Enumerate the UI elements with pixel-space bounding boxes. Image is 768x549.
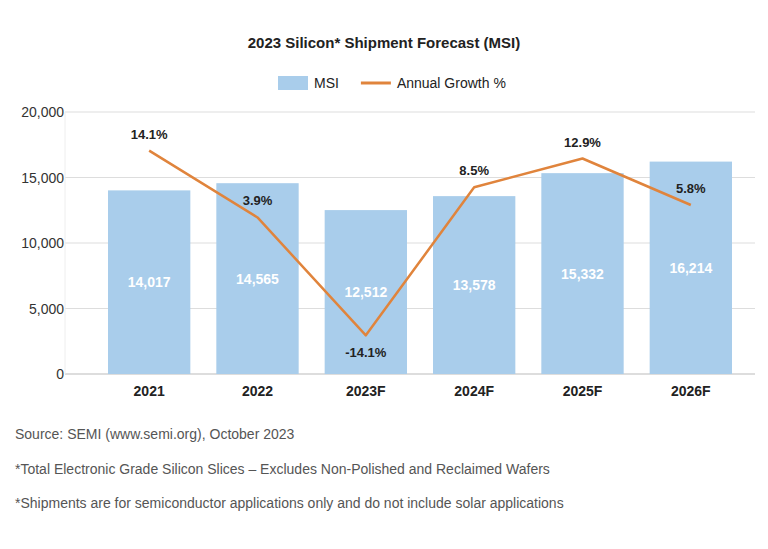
note: *Shipments are for semiconductor applica… [15, 495, 564, 511]
legend: MSI Annual Growth % [278, 75, 506, 91]
line-label: -14.1% [345, 345, 387, 360]
bar [433, 196, 515, 374]
bar [108, 190, 190, 374]
bar-label: 14,565 [236, 271, 279, 287]
y-tick-label: 5,000 [29, 301, 64, 317]
bar-label: 12,512 [344, 284, 387, 300]
legend-swatch [278, 76, 308, 90]
y-tick-label: 0 [56, 366, 64, 382]
x-tick-label: 2022 [242, 383, 273, 399]
note: *Total Electronic Grade Silicon Slices –… [15, 461, 550, 477]
legend-label: MSI [314, 75, 339, 91]
legend-swatch [361, 82, 391, 85]
line-label: 12.9% [564, 135, 601, 150]
bar [541, 173, 623, 374]
title: 2023 Silicon* Shipment Forecast (MSI) [248, 34, 521, 51]
x-tick-label: 2024F [454, 383, 494, 399]
line [149, 151, 691, 336]
y-tick-label: 20,000 [21, 104, 64, 120]
line-label: 8.5% [459, 163, 489, 178]
legend-label: Annual Growth % [397, 75, 506, 91]
grid-line [65, 112, 755, 113]
chart: 2023 Silicon* Shipment Forecast (MSI) 0 5,… [0, 0, 768, 549]
bar [325, 210, 407, 374]
page: {"chart_data": { "type": "combo", "title… [0, 0, 768, 549]
x-tick-label: 2023F [346, 383, 386, 399]
line-label: 5.8% [676, 181, 706, 196]
labels: 2021 2022 2023F 2024F 2025F 2026F 14,017 14,565… [128, 127, 713, 399]
marks [108, 151, 732, 374]
bar [216, 183, 298, 374]
line-label: 14.1% [131, 127, 168, 142]
x-tick-label: 2021 [134, 383, 165, 399]
line-label: 3.9% [243, 193, 273, 208]
x-tick-label: 2026F [671, 383, 711, 399]
x-tick-label: 2025F [563, 383, 603, 399]
bar-label: 14,017 [128, 274, 171, 290]
bar-label: 16,214 [669, 260, 712, 276]
y-tick-label: 10,000 [21, 235, 64, 251]
source: Source: SEMI (www.semi.org), October 202… [15, 426, 295, 442]
bar-label: 15,332 [561, 266, 604, 282]
y-tick-label: 15,000 [21, 170, 64, 186]
bar-label: 13,578 [453, 277, 496, 293]
y-axis-line [65, 112, 66, 374]
